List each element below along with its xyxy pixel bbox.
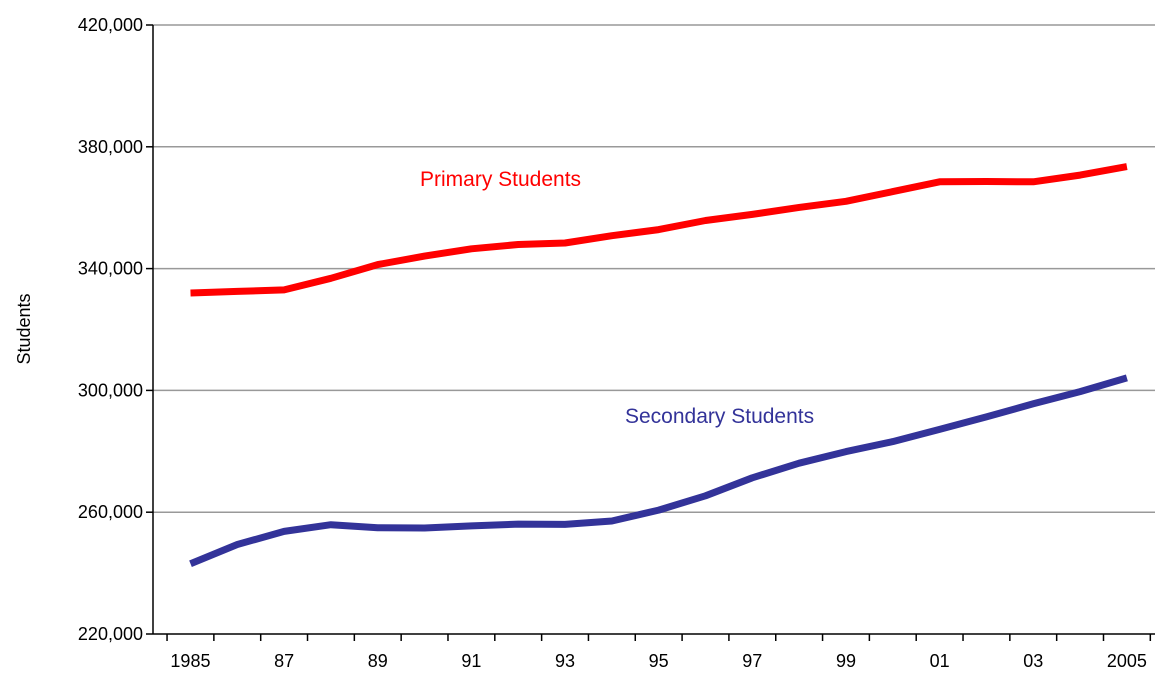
x-tick-label: 87 xyxy=(274,651,294,671)
x-tick-label: 03 xyxy=(1023,651,1043,671)
y-axis-ticks: 220,000 260,000 300,000 340,000 380,000 420,0… xyxy=(78,15,153,644)
series-label-primary: Primary Students xyxy=(420,168,581,191)
x-tick-label: 1985 xyxy=(170,651,210,671)
x-tick-label: 89 xyxy=(368,651,388,671)
x-axis-ticks: 1985 87 89 91 93 95 97 99 01 03 2005 xyxy=(166,634,1152,671)
y-tick-label: 220,000 xyxy=(78,624,143,644)
x-tick-label: 2005 xyxy=(1107,651,1147,671)
y-tick-label: 340,000 xyxy=(78,259,143,279)
series-label-secondary: Secondary Students xyxy=(625,405,814,428)
x-tick-label: 99 xyxy=(836,651,856,671)
x-tick-label: 97 xyxy=(742,651,762,671)
x-tick-label: 95 xyxy=(649,651,669,671)
y-tick-label: 380,000 xyxy=(78,137,143,157)
x-tick-label: 01 xyxy=(930,651,950,671)
gridlines xyxy=(153,24,1155,513)
x-tick-label: 91 xyxy=(461,651,481,671)
y-tick-label: 260,000 xyxy=(78,502,143,522)
series-lines xyxy=(189,163,1128,567)
axes xyxy=(152,25,1155,635)
x-tick-label: 93 xyxy=(555,651,575,671)
y-tick-label: 300,000 xyxy=(78,380,143,400)
series-line-secondary xyxy=(189,374,1128,567)
y-tick-label: 420,000 xyxy=(78,15,143,35)
series-line-primary xyxy=(190,163,1128,297)
y-axis-title: Students xyxy=(14,293,34,364)
